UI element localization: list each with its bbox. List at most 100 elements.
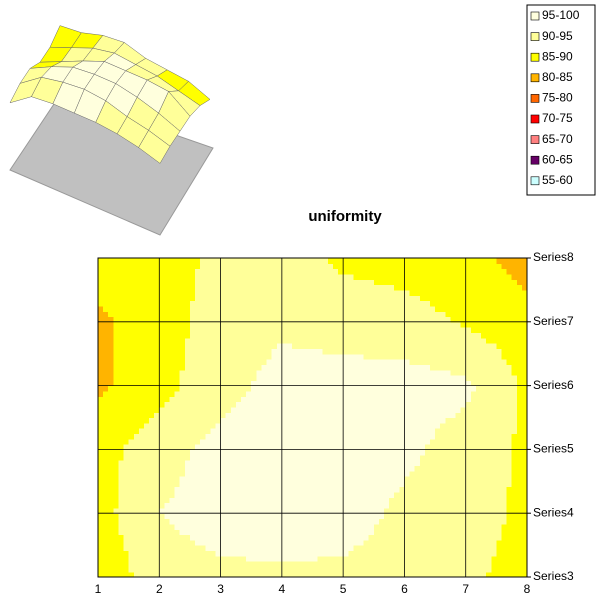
contour-cell	[322, 470, 329, 477]
contour-cell	[389, 470, 395, 477]
contour-cell	[215, 486, 222, 493]
contour-cell	[302, 332, 308, 339]
contour-cell	[424, 523, 431, 530]
contour-cell	[123, 401, 130, 408]
contour-cell	[470, 396, 477, 403]
contour-cell	[184, 465, 191, 472]
contour-cell	[450, 412, 457, 419]
contour-cell	[230, 284, 237, 291]
contour-cell	[297, 545, 303, 552]
contour-cell	[409, 422, 416, 429]
contour-cell	[98, 561, 104, 567]
contour-cell	[154, 289, 160, 296]
contour-cell	[195, 422, 201, 429]
contour-cell	[302, 390, 308, 397]
contour-cell	[348, 433, 354, 440]
contour-cell	[521, 523, 528, 530]
contour-cell	[169, 534, 176, 541]
contour-cell	[353, 438, 360, 445]
contour-cell	[108, 465, 114, 472]
contour-cell	[271, 316, 278, 323]
contour-cell	[332, 534, 339, 541]
contour-cell	[174, 428, 181, 435]
contour-cell	[368, 385, 375, 392]
contour-cell	[384, 385, 390, 392]
contour-cell	[470, 273, 477, 280]
contour-cell	[373, 566, 380, 573]
contour-cell	[363, 412, 370, 419]
contour-cell	[409, 364, 416, 371]
contour-cell	[123, 561, 130, 567]
contour-cell	[200, 561, 206, 567]
contour-cell	[445, 571, 451, 578]
contour-cell	[159, 555, 165, 562]
contour-cell	[516, 332, 523, 339]
contour-cell	[210, 550, 217, 557]
contour-cell	[506, 412, 513, 419]
contour-cell	[205, 428, 211, 435]
contour-cell	[123, 491, 130, 498]
contour-cell	[189, 566, 196, 573]
contour-cell	[373, 422, 380, 429]
contour-cell	[169, 305, 176, 312]
contour-cell	[511, 337, 518, 344]
contour-cell	[276, 470, 283, 477]
contour-cell	[118, 412, 125, 419]
contour-cell	[435, 268, 441, 275]
contour-cell	[368, 497, 375, 504]
contour-cell	[210, 305, 217, 312]
contour-cell	[297, 454, 303, 461]
contour-cell	[179, 295, 186, 302]
contour-cell	[241, 561, 247, 567]
contour-cell	[220, 481, 227, 488]
contour-cell	[189, 561, 196, 567]
contour-cell	[246, 374, 252, 381]
contour-cell	[460, 555, 467, 562]
contour-cell	[128, 571, 135, 578]
contour-cell	[455, 428, 462, 435]
contour-cell	[353, 523, 360, 530]
contour-cell	[103, 465, 109, 472]
contour-cell	[184, 380, 191, 387]
contour-cell	[435, 438, 441, 445]
contour-cell	[486, 486, 492, 493]
contour-cell	[404, 316, 411, 323]
contour-cell	[281, 571, 288, 578]
contour-cell	[123, 343, 130, 349]
contour-cell	[138, 337, 145, 344]
contour-cell	[394, 555, 400, 562]
contour-cell	[297, 486, 303, 493]
contour-cell	[292, 481, 298, 488]
contour-cell	[251, 545, 257, 552]
contour-cell	[189, 321, 196, 328]
contour-cell	[506, 497, 513, 504]
contour-cell	[343, 284, 349, 291]
contour-cell	[123, 545, 130, 552]
contour-cell	[164, 529, 171, 536]
contour-cell	[414, 539, 421, 546]
contour-cell	[143, 332, 150, 339]
contour-cell	[511, 539, 518, 546]
contour-cell	[271, 529, 278, 536]
contour-cell	[297, 401, 303, 408]
contour-cell	[384, 518, 390, 525]
contour-cell	[118, 465, 125, 472]
contour-cell	[475, 497, 482, 504]
contour-cell	[154, 258, 160, 264]
contour-cell	[322, 396, 329, 403]
contour-cell	[445, 502, 451, 509]
contour-cell	[118, 545, 125, 552]
contour-cell	[470, 311, 477, 318]
contour-cell	[98, 460, 104, 466]
contour-cell	[103, 566, 109, 573]
contour-cell	[445, 332, 451, 339]
contour-cell	[501, 433, 508, 440]
contour-cell	[506, 529, 513, 536]
contour-cell	[154, 449, 160, 456]
contour-cell	[128, 364, 135, 371]
contour-cell	[189, 364, 196, 371]
contour-cell	[353, 491, 360, 498]
contour-cell	[108, 428, 114, 435]
contour-cell	[281, 305, 288, 312]
contour-cell	[338, 561, 344, 567]
